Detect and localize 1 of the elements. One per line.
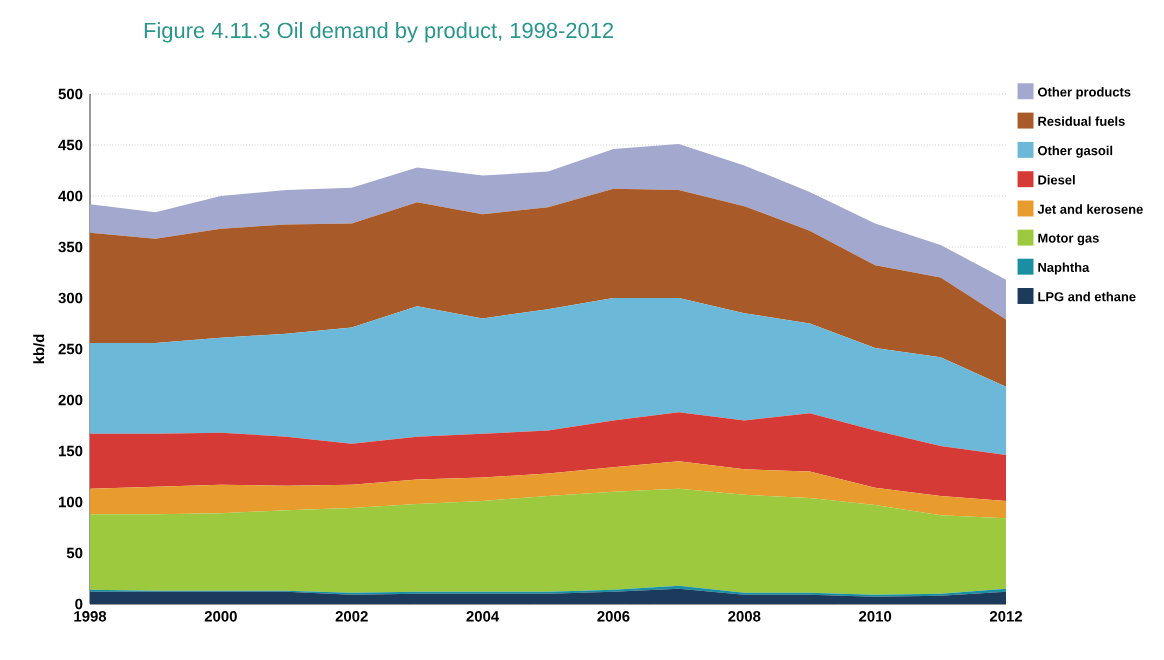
chart-title: Figure 4.11.3 Oil demand by product, 1998-2012 [144, 22, 613, 43]
